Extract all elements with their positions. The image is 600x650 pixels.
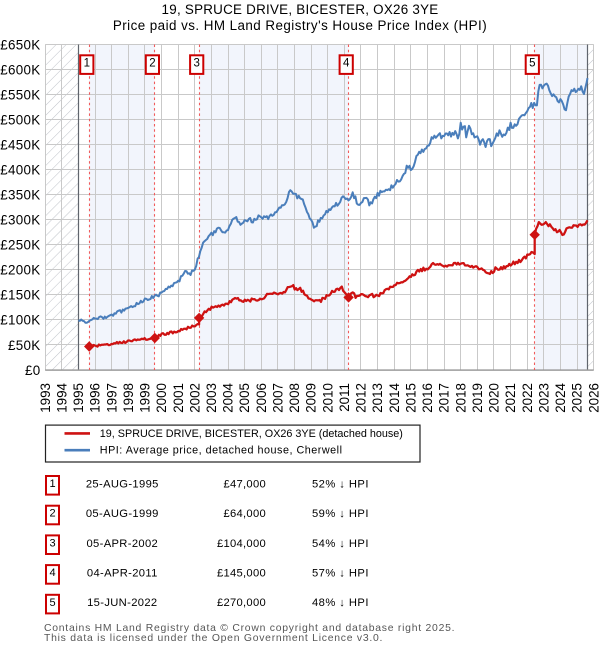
svg-text:2026: 2026 [586, 383, 600, 413]
svg-text:£64,000: £64,000 [223, 508, 266, 520]
svg-text:2015: 2015 [403, 383, 418, 413]
svg-text:54% ↓ HPI: 54% ↓ HPI [312, 538, 369, 550]
svg-text:£270,000: £270,000 [217, 597, 266, 609]
svg-text:2001: 2001 [171, 383, 186, 413]
svg-text:2010: 2010 [320, 383, 335, 413]
svg-text:£550K: £550K [0, 87, 40, 102]
svg-text:19, SPRUCE DRIVE, BICESTER, OX: 19, SPRUCE DRIVE, BICESTER, OX26 3YE [162, 2, 439, 17]
svg-text:1: 1 [84, 58, 90, 70]
svg-text:2025: 2025 [570, 383, 585, 413]
svg-text:2: 2 [49, 508, 55, 520]
svg-text:1998: 1998 [121, 383, 136, 413]
svg-text:Contains HM Land Registry data: Contains HM Land Registry data © Crown c… [44, 623, 455, 634]
svg-text:1997: 1997 [104, 383, 119, 413]
svg-text:2005: 2005 [237, 383, 252, 413]
svg-text:£400K: £400K [0, 163, 40, 178]
svg-text:2018: 2018 [453, 383, 468, 413]
svg-text:19, SPRUCE DRIVE, BICESTER, OX: 19, SPRUCE DRIVE, BICESTER, OX26 3YE (de… [100, 428, 403, 440]
svg-text:£600K: £600K [0, 62, 40, 77]
svg-text:2021: 2021 [503, 383, 518, 413]
svg-text:3: 3 [49, 537, 55, 549]
svg-text:2013: 2013 [370, 383, 385, 413]
svg-text:2008: 2008 [287, 383, 302, 413]
svg-text:This data is licensed under th: This data is licensed under the Open Gov… [44, 633, 383, 644]
svg-text:2: 2 [149, 58, 155, 70]
svg-text:£150K: £150K [0, 288, 40, 303]
svg-text:£104,000: £104,000 [217, 538, 266, 550]
svg-text:£350K: £350K [0, 188, 40, 203]
svg-text:15-JUN-2022: 15-JUN-2022 [87, 597, 157, 609]
svg-text:£200K: £200K [0, 263, 40, 278]
svg-text:£450K: £450K [0, 138, 40, 153]
svg-text:Price paid vs. HM Land Registr: Price paid vs. HM Land Registry's House … [113, 18, 487, 33]
svg-text:2016: 2016 [420, 383, 435, 413]
svg-text:57% ↓ HPI: 57% ↓ HPI [312, 568, 369, 580]
svg-text:2012: 2012 [354, 383, 369, 413]
svg-text:1: 1 [49, 478, 55, 490]
svg-text:2007: 2007 [271, 383, 286, 413]
svg-text:5: 5 [529, 58, 535, 70]
svg-text:59% ↓ HPI: 59% ↓ HPI [312, 508, 369, 520]
svg-text:2023: 2023 [536, 383, 551, 413]
svg-text:2006: 2006 [254, 383, 269, 413]
svg-text:2019: 2019 [470, 383, 485, 413]
svg-text:£100K: £100K [0, 313, 40, 328]
svg-text:5: 5 [49, 597, 55, 609]
svg-text:£47,000: £47,000 [223, 478, 266, 490]
svg-text:£250K: £250K [0, 238, 40, 253]
svg-text:2009: 2009 [304, 383, 319, 413]
svg-text:£50K: £50K [8, 338, 40, 353]
svg-text:2003: 2003 [204, 383, 219, 413]
svg-text:1993: 1993 [38, 383, 53, 413]
svg-text:2022: 2022 [520, 383, 535, 413]
svg-text:2020: 2020 [487, 383, 502, 413]
svg-text:52% ↓ HPI: 52% ↓ HPI [312, 478, 369, 490]
svg-text:£300K: £300K [0, 213, 40, 228]
svg-text:04-APR-2011: 04-APR-2011 [87, 568, 158, 580]
svg-text:£0: £0 [25, 363, 41, 378]
svg-text:£145,000: £145,000 [217, 568, 266, 580]
svg-text:£650K: £650K [0, 37, 40, 52]
svg-text:2000: 2000 [154, 383, 169, 413]
svg-text:25-AUG-1995: 25-AUG-1995 [86, 478, 159, 490]
svg-text:£500K: £500K [0, 112, 40, 127]
svg-text:4: 4 [343, 58, 350, 70]
svg-text:3: 3 [193, 58, 199, 70]
svg-text:4: 4 [49, 567, 55, 579]
svg-text:1999: 1999 [138, 383, 153, 413]
svg-text:48% ↓ HPI: 48% ↓ HPI [312, 597, 369, 609]
svg-text:HPI: Average price, detached h: HPI: Average price, detached house, Cher… [100, 444, 343, 456]
svg-text:2002: 2002 [187, 383, 202, 413]
svg-text:05-APR-2002: 05-APR-2002 [86, 538, 158, 550]
svg-text:1995: 1995 [71, 383, 86, 413]
svg-text:2024: 2024 [553, 382, 568, 412]
svg-text:2017: 2017 [437, 383, 452, 413]
svg-text:1994: 1994 [54, 382, 69, 412]
svg-text:1996: 1996 [88, 383, 103, 413]
svg-text:2004: 2004 [221, 382, 236, 412]
svg-text:05-AUG-1999: 05-AUG-1999 [86, 508, 159, 520]
svg-text:2011: 2011 [337, 383, 352, 412]
svg-text:2014: 2014 [387, 382, 402, 412]
